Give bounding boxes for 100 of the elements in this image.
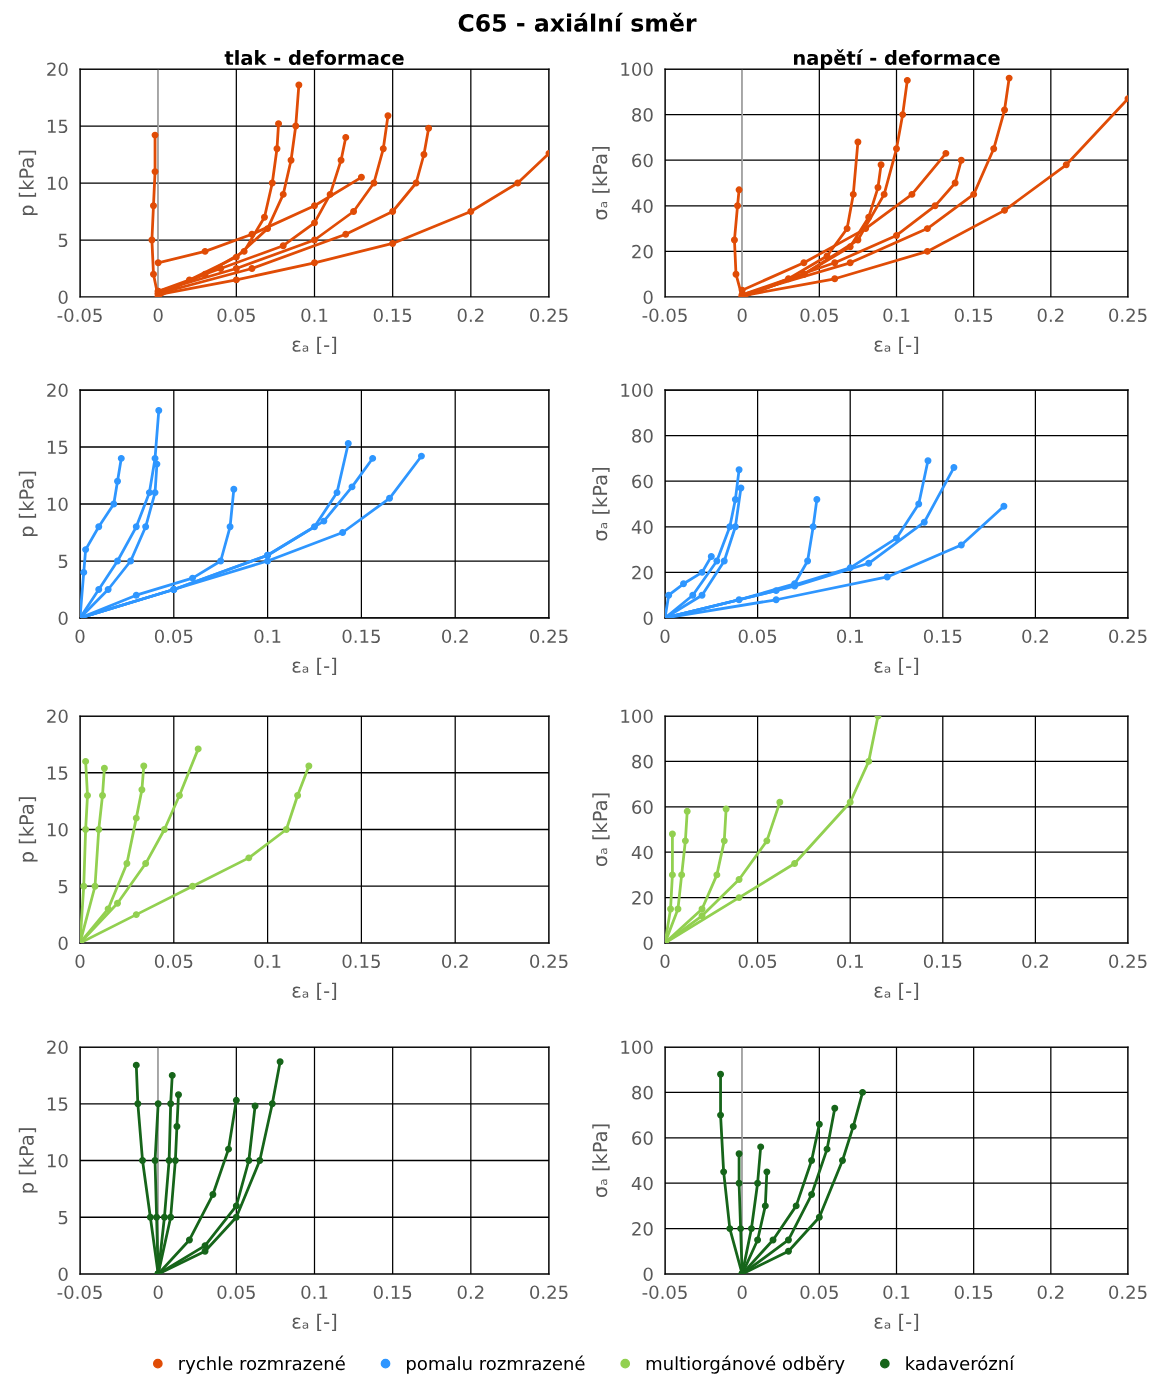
x-tick-label: 0.05 <box>738 629 777 644</box>
x-tick-label: 0.05 <box>217 308 255 323</box>
x-tick-label: 0.1 <box>254 954 281 969</box>
x-tick-label: 0.25 <box>530 1285 568 1300</box>
y-axis-title: σₐ [kPa] <box>592 147 610 220</box>
y-tick-label: 5 <box>58 233 68 248</box>
y-tick-label: 80 <box>632 1085 653 1100</box>
x-tick-label: 0 <box>660 629 670 644</box>
y-tick-label: 0 <box>643 936 653 951</box>
y-tick-label: 60 <box>632 800 653 814</box>
x-tick-label: 0.05 <box>738 954 777 969</box>
y-tick-label: 5 <box>58 879 68 894</box>
x-tick-label: 0.05 <box>154 954 193 969</box>
x-tick-label: 0.15 <box>342 629 380 644</box>
y-tick-label: 20 <box>47 62 68 77</box>
x-tick-label: -0.05 <box>642 1285 687 1300</box>
y-tick-label: 60 <box>632 1131 653 1145</box>
y-tick-label: 15 <box>47 119 68 134</box>
y-tick-label: 15 <box>47 766 68 780</box>
x-axis-title: εₐ [-] <box>874 336 919 355</box>
y-tick-label: 0 <box>58 1267 68 1282</box>
x-axis-title: εₐ [-] <box>292 1313 337 1332</box>
y-tick-label: 40 <box>631 1176 653 1191</box>
y-tick-label: 10 <box>47 176 68 191</box>
x-axis-title: εₐ [-] <box>292 657 337 676</box>
legend-label: pomalu rozmrazené <box>407 1355 585 1374</box>
x-tick-label: 0 <box>153 1285 163 1300</box>
y-tick-label: 20 <box>47 383 68 398</box>
y-tick-label: 80 <box>632 429 653 443</box>
x-tick-label: 0.25 <box>530 954 568 969</box>
x-tick-label: 0.2 <box>1037 308 1064 323</box>
x-tick-label: 0.25 <box>530 308 568 323</box>
x-tick-label: 0.15 <box>373 1285 412 1300</box>
x-tick-label: 0.2 <box>1022 954 1048 969</box>
chart-title: napětí - deformace <box>794 49 1000 69</box>
y-tick-label: 0 <box>58 290 68 305</box>
y-tick-label: 20 <box>632 1222 653 1236</box>
y-tick-label: 0 <box>643 1267 653 1282</box>
y-tick-label: 80 <box>632 754 653 769</box>
x-axis-title: εₐ [-] <box>874 657 919 676</box>
x-tick-label: 0.2 <box>442 954 468 969</box>
y-tick-label: 40 <box>631 520 653 534</box>
x-axis-title: εₐ [-] <box>874 982 919 1001</box>
y-tick-label: 40 <box>631 199 653 213</box>
x-tick-label: 0 <box>75 954 85 969</box>
y-tick-label: 20 <box>632 244 653 259</box>
y-tick-label: 5 <box>58 554 68 569</box>
x-tick-label: 0.05 <box>800 1285 838 1300</box>
x-tick-label: 0.05 <box>217 1285 255 1300</box>
y-tick-label: 100 <box>621 1040 653 1055</box>
x-tick-label: 0.2 <box>457 308 484 323</box>
y-axis-title: p [kPa] <box>18 471 38 537</box>
x-tick-label: 0.1 <box>254 629 281 644</box>
legend-label: multiorgánové odběry <box>646 1355 845 1374</box>
y-tick-label: 60 <box>632 474 653 489</box>
y-tick-label: 100 <box>621 383 653 398</box>
y-tick-label: 10 <box>47 822 68 837</box>
y-tick-label: 20 <box>632 565 653 580</box>
legend-label: rychle rozmrazené <box>179 1355 345 1374</box>
y-tick-label: 20 <box>47 709 68 724</box>
y-axis-title: p [kPa] <box>18 797 38 862</box>
x-tick-label: 0.05 <box>800 308 838 323</box>
x-axis-title: εₐ [-] <box>292 982 337 1001</box>
x-tick-label: 0.1 <box>837 629 863 644</box>
y-tick-label: 40 <box>631 845 653 860</box>
x-tick-label: 0.25 <box>1109 1285 1147 1300</box>
x-tick-label: 0.15 <box>954 308 993 323</box>
x-tick-label: 0.25 <box>1109 954 1147 969</box>
x-tick-label: 0.15 <box>342 954 380 969</box>
x-tick-label: 0.15 <box>373 308 412 323</box>
y-tick-label: 5 <box>58 1210 68 1225</box>
x-tick-label: 0 <box>660 954 670 969</box>
y-axis-title: σₐ [kPa] <box>592 1124 610 1198</box>
x-tick-label: 0.25 <box>530 629 568 644</box>
y-tick-label: 100 <box>621 62 653 77</box>
x-tick-label: 0.15 <box>923 954 962 969</box>
x-tick-label: 0.2 <box>442 629 468 644</box>
x-tick-label: 0.25 <box>1109 308 1147 323</box>
x-tick-label: 0.1 <box>301 1285 328 1300</box>
y-tick-label: 10 <box>47 497 68 512</box>
x-tick-label: -0.05 <box>642 308 687 323</box>
y-tick-label: 20 <box>47 1040 68 1055</box>
y-tick-label: 0 <box>58 936 68 951</box>
y-axis-title: p [kPa] <box>18 150 38 216</box>
x-tick-label: 0.25 <box>1109 629 1147 644</box>
x-tick-label: 0.1 <box>883 1285 910 1300</box>
y-tick-label: 0 <box>643 611 653 626</box>
y-tick-label: 80 <box>632 108 653 122</box>
y-tick-label: 0 <box>643 290 653 305</box>
x-tick-label: 0.05 <box>154 629 193 644</box>
y-tick-label: 15 <box>47 440 68 455</box>
x-tick-label: 0.15 <box>923 629 962 644</box>
x-tick-label: 0.1 <box>837 954 863 969</box>
x-tick-label: 0.1 <box>883 308 910 323</box>
x-tick-label: 0 <box>153 308 163 323</box>
y-axis-title: σₐ [kPa] <box>592 793 610 867</box>
y-axis-title: p [kPa] <box>18 1128 38 1193</box>
x-tick-label: 0 <box>737 308 747 323</box>
x-axis-title: εₐ [-] <box>874 1313 919 1332</box>
x-tick-label: 0.1 <box>301 308 328 323</box>
